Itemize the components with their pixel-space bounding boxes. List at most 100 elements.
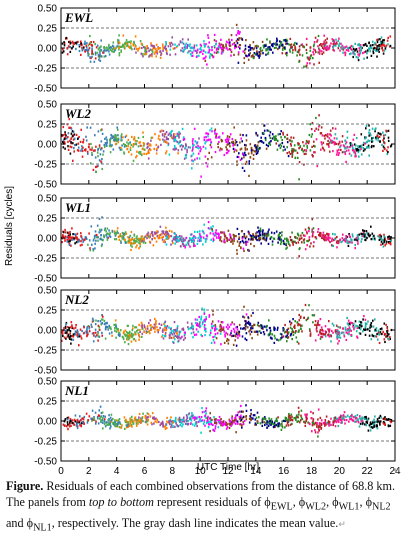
data-point bbox=[250, 152, 253, 155]
data-point bbox=[199, 47, 202, 50]
data-point bbox=[275, 417, 278, 420]
data-point bbox=[80, 128, 82, 131]
figure-caption: Figure. Residuals of each combined obser… bbox=[6, 478, 404, 537]
data-point bbox=[93, 418, 96, 421]
data-point bbox=[91, 51, 93, 54]
data-point bbox=[210, 341, 213, 344]
data-point bbox=[67, 418, 69, 421]
data-point bbox=[324, 419, 327, 422]
data-point bbox=[107, 423, 110, 426]
data-point bbox=[198, 51, 201, 54]
data-point bbox=[185, 144, 187, 147]
data-point bbox=[81, 48, 83, 51]
data-point bbox=[151, 53, 153, 56]
data-point bbox=[67, 235, 69, 238]
data-point bbox=[210, 156, 213, 159]
data-point bbox=[165, 131, 168, 134]
data-point bbox=[362, 147, 365, 150]
data-point bbox=[162, 230, 165, 233]
data-point bbox=[96, 416, 99, 419]
data-point bbox=[279, 133, 281, 136]
data-point bbox=[78, 49, 81, 53]
data-point bbox=[153, 148, 156, 151]
data-point bbox=[151, 412, 154, 415]
data-point bbox=[328, 239, 330, 242]
data-point bbox=[244, 324, 246, 327]
data-point bbox=[75, 143, 78, 146]
data-point bbox=[98, 325, 101, 328]
data-point bbox=[117, 329, 120, 332]
data-point bbox=[131, 135, 133, 138]
data-point bbox=[170, 336, 173, 339]
data-point bbox=[187, 243, 190, 246]
data-point bbox=[101, 334, 103, 337]
data-point bbox=[284, 52, 287, 55]
data-point bbox=[230, 237, 232, 240]
data-point bbox=[164, 241, 166, 244]
data-point bbox=[100, 49, 103, 52]
data-point bbox=[246, 148, 248, 151]
data-point bbox=[183, 416, 185, 419]
data-point bbox=[331, 139, 334, 142]
data-point bbox=[342, 144, 345, 147]
data-point bbox=[117, 235, 120, 238]
data-point bbox=[251, 238, 253, 241]
data-point bbox=[256, 333, 259, 336]
data-point bbox=[87, 152, 89, 155]
data-point bbox=[203, 43, 205, 46]
data-point bbox=[169, 331, 172, 335]
data-point bbox=[345, 141, 348, 144]
data-point bbox=[273, 425, 276, 428]
data-point bbox=[198, 147, 200, 150]
data-point bbox=[337, 240, 339, 243]
data-point bbox=[309, 57, 312, 60]
data-point bbox=[123, 333, 126, 336]
data-point bbox=[144, 241, 147, 244]
data-point bbox=[81, 148, 83, 151]
data-point bbox=[173, 236, 175, 239]
data-point bbox=[209, 56, 211, 59]
data-point bbox=[328, 329, 330, 332]
data-point bbox=[165, 136, 168, 139]
data-point bbox=[383, 39, 385, 42]
data-point bbox=[150, 44, 153, 47]
data-point bbox=[369, 421, 372, 424]
data-point bbox=[175, 239, 177, 242]
data-point bbox=[149, 48, 152, 51]
data-point bbox=[228, 38, 230, 41]
data-point bbox=[284, 426, 286, 429]
data-point bbox=[170, 41, 173, 44]
data-point bbox=[389, 337, 391, 340]
data-point bbox=[175, 140, 177, 143]
data-point bbox=[275, 135, 277, 138]
data-point bbox=[163, 239, 166, 242]
data-point bbox=[94, 57, 97, 60]
data-point bbox=[78, 335, 81, 338]
data-point bbox=[310, 135, 313, 138]
x-tick-label: 0 bbox=[58, 466, 64, 477]
data-point bbox=[268, 228, 270, 231]
data-point bbox=[383, 45, 386, 48]
data-point bbox=[265, 239, 268, 242]
data-point bbox=[111, 230, 114, 233]
data-point bbox=[192, 142, 194, 145]
data-point bbox=[205, 416, 207, 419]
residuals-chart: -0.50-0.250.000.250.50EWL-0.50-0.250.000… bbox=[4, 4, 401, 478]
data-point bbox=[370, 322, 373, 325]
data-point bbox=[220, 48, 223, 51]
data-point bbox=[292, 148, 295, 151]
data-point bbox=[309, 54, 312, 58]
data-point bbox=[262, 327, 264, 330]
data-point bbox=[73, 233, 76, 236]
data-point bbox=[381, 44, 383, 47]
data-point bbox=[154, 232, 156, 235]
data-point bbox=[318, 61, 320, 64]
data-point bbox=[205, 407, 208, 410]
data-point bbox=[177, 425, 180, 428]
data-point bbox=[262, 132, 265, 135]
data-point bbox=[83, 326, 85, 329]
data-point bbox=[164, 425, 167, 428]
data-point bbox=[311, 218, 314, 221]
data-point bbox=[62, 146, 65, 149]
data-point bbox=[344, 326, 347, 329]
